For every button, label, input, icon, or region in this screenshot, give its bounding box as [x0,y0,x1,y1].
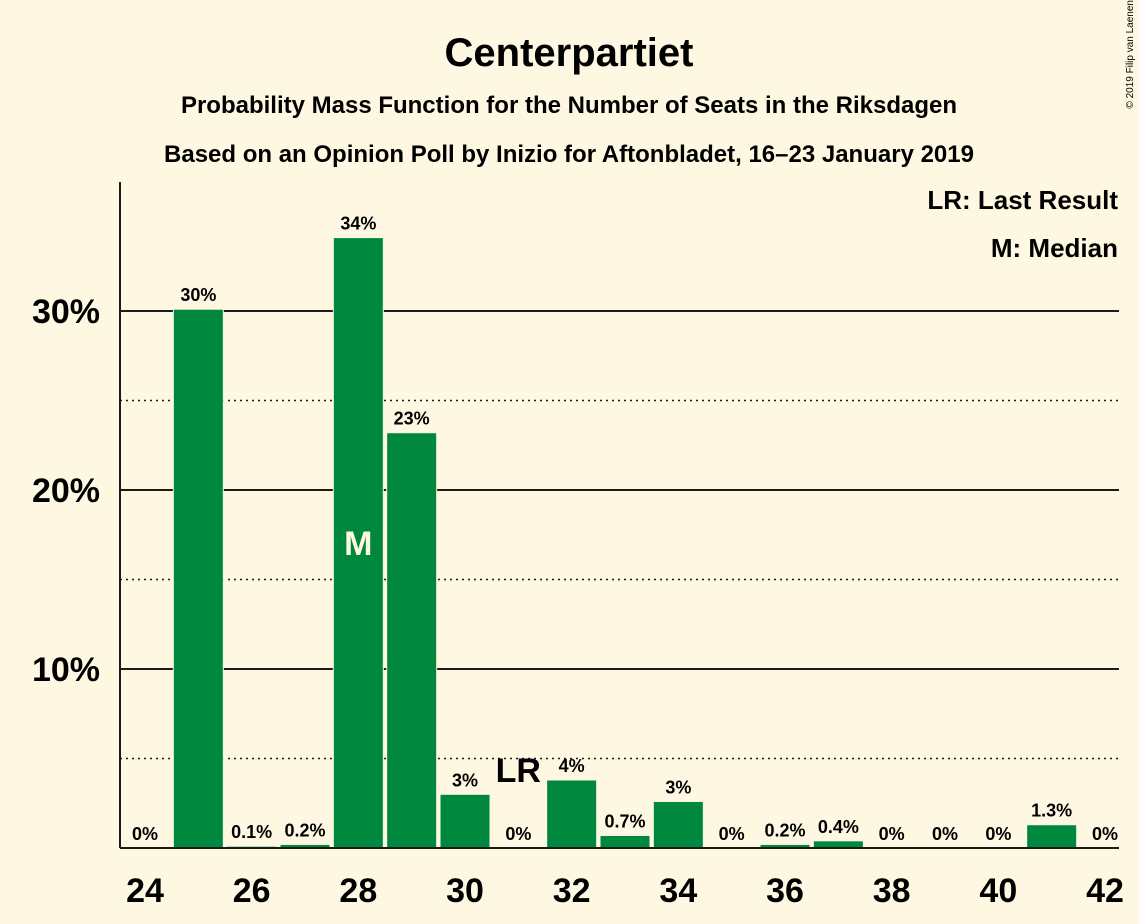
bar-seat-30 [439,793,491,849]
x-tick-label-32: 32 [553,872,591,910]
bar-seat-29 [386,432,438,849]
bar-seat-33 [599,834,651,849]
grid-lines [120,310,1119,760]
x-tick-label-34: 34 [659,872,697,910]
bar-label-seat-38: 0% [879,824,905,844]
chart-subtitle-source: Based on an Opinion Poll by Inizio for A… [164,141,974,168]
bar-label-seat-35: 0% [719,824,745,844]
bar-label-seat-26: 0.1% [231,822,272,842]
bar-seat-25 [172,308,224,849]
x-tick-label-36: 36 [766,872,804,910]
bar-labels: 0% 30% 0.1% 0.2% 34% 23% 3% 0% 4% 0.7% 3% 0% 0.2% 0.4… [132,214,1118,844]
bar-seat-37 [812,840,864,849]
bar-label-seat-32: 4% [559,756,585,776]
x-tick-label-28: 28 [339,872,377,910]
bar-label-seat-37: 0.4% [818,817,859,837]
bar-label-seat-34: 3% [665,777,691,797]
bar-label-seat-36: 0.2% [764,820,805,840]
legend-last-result: LR: Last Result [927,185,1118,215]
bar-label-seat-24: 0% [132,824,158,844]
x-tick-label-38: 38 [873,872,911,910]
last-result-marker: LR [496,752,541,790]
x-tick-label-24: 24 [126,872,164,910]
bar-label-seat-28: 34% [340,214,376,234]
x-tick-label-26: 26 [233,872,271,910]
x-axis-labels: 24 26 28 30 32 34 36 38 40 42 [126,872,1124,910]
y-tick-label-20: 20% [32,472,100,510]
bar-label-seat-31: 0% [505,824,531,844]
bar-seat-41 [1026,824,1078,849]
copyright-notice: © 2019 Filip van Laenen [1125,0,1136,109]
x-tick-label-40: 40 [979,872,1017,910]
bar-label-seat-29: 23% [394,409,430,429]
bar-label-seat-33: 0.7% [604,811,645,831]
bar-label-seat-25: 30% [180,285,216,305]
y-axis-labels: 10% 20% 30% [32,293,100,689]
legend-median: M: Median [991,233,1118,263]
markers: M LR [344,525,541,790]
x-tick-label-30: 30 [446,872,484,910]
axes [119,182,1119,849]
chart-subtitle: Probability Mass Function for the Number… [181,92,957,119]
bars [172,237,1078,849]
bar-label-seat-40: 0% [985,824,1011,844]
bar-seat-34 [652,800,704,849]
x-tick-label-42: 42 [1086,872,1124,910]
y-tick-label-30: 30% [32,293,100,331]
bar-label-seat-42: 0% [1092,824,1118,844]
median-marker: M [344,525,372,563]
y-tick-label-10: 10% [32,651,100,689]
bar-label-seat-41: 1.3% [1031,801,1072,821]
bar-label-seat-27: 0.2% [284,820,325,840]
bar-seat-28 [332,237,384,849]
bar-label-seat-30: 3% [452,770,478,790]
bar-label-seat-39: 0% [932,824,958,844]
bar-seat-32 [546,779,598,849]
chart-title: Centerpartiet [445,31,694,75]
